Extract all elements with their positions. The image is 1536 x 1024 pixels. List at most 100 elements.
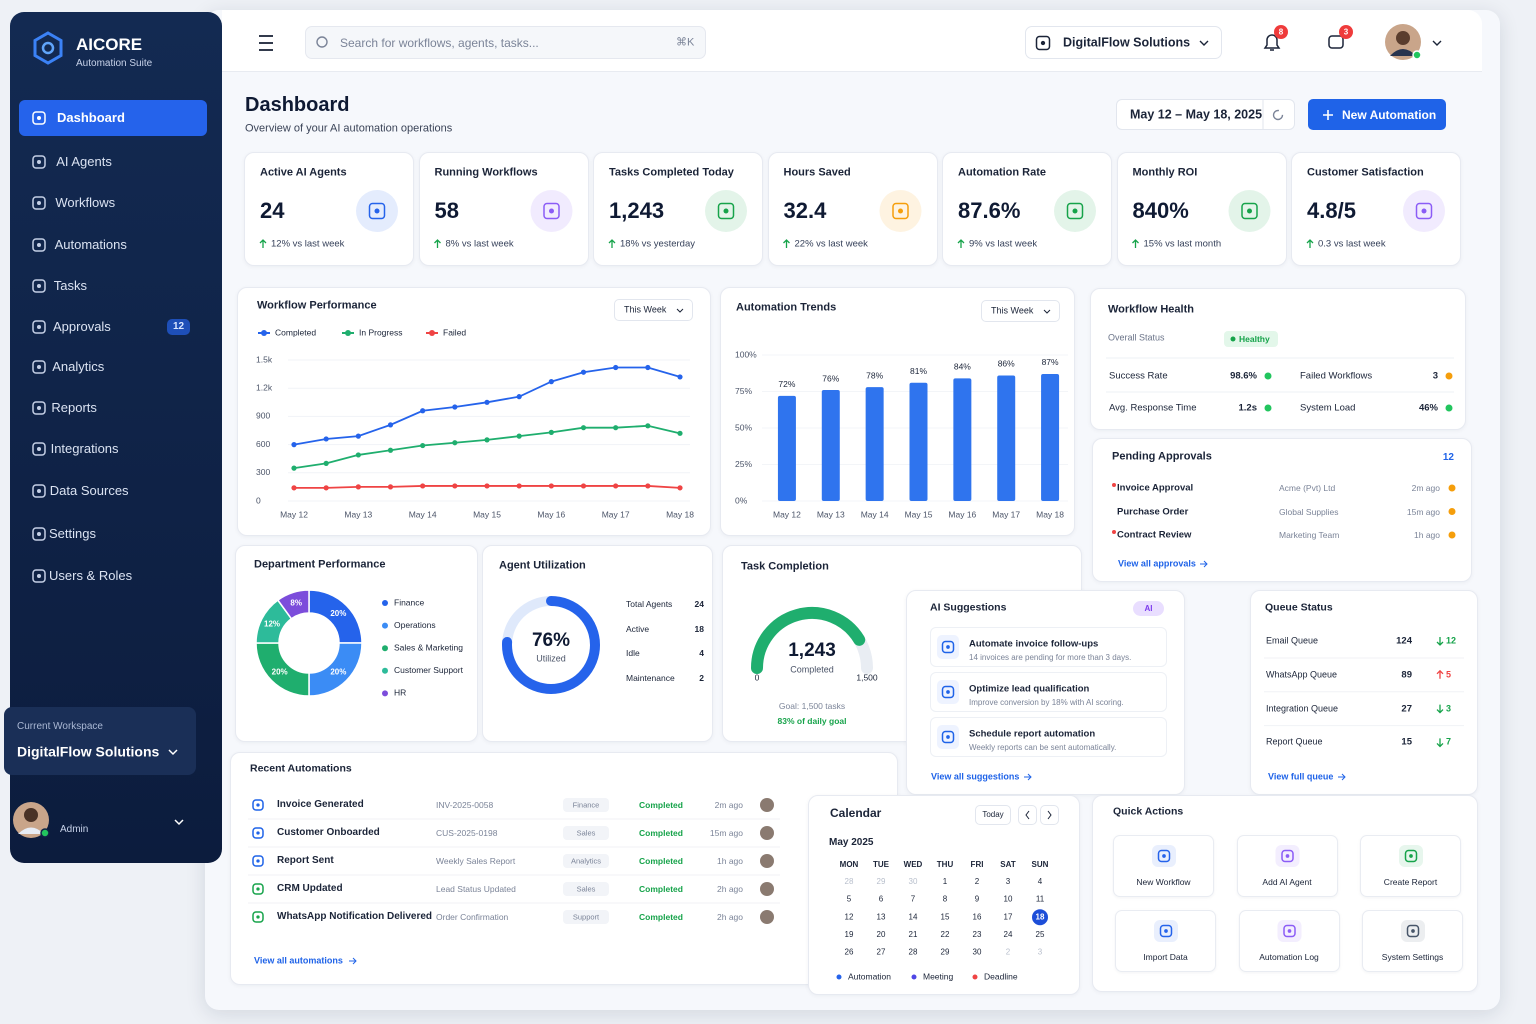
suggestion-item[interactable]	[930, 717, 1167, 757]
approval-name[interactable]: Invoice Approval	[1117, 482, 1194, 494]
metric-value: 3	[1432, 370, 1438, 382]
card-title: Automation Trends	[736, 301, 837, 314]
suggestion-item[interactable]	[930, 672, 1167, 712]
kpi-card	[418, 152, 589, 266]
kpi-value: 4.8/5	[1307, 197, 1356, 223]
chart-card	[237, 287, 711, 536]
quick-action[interactable]	[1115, 910, 1216, 972]
action-label: New Workflow	[1136, 876, 1191, 887]
nav-item[interactable]: Automations	[54, 237, 127, 253]
metric-label: Avg. Response Time	[1109, 402, 1197, 414]
period-select[interactable]	[614, 299, 693, 321]
quick-action[interactable]	[1113, 835, 1214, 897]
queue-name: Report Queue	[1266, 736, 1323, 747]
action-label: System Settings	[1381, 951, 1444, 962]
kpi-label: Running Workflows	[434, 166, 538, 179]
goal-note: 83% of daily goal	[777, 715, 847, 726]
nav-active[interactable]	[19, 100, 207, 136]
approval-count: 12	[1442, 452, 1454, 463]
search-box[interactable]	[305, 26, 706, 59]
chart-card	[235, 545, 478, 742]
tagline: Automation Suite	[76, 58, 153, 69]
today-button[interactable]	[975, 805, 1011, 825]
dept-pill	[563, 854, 609, 868]
automation-name[interactable]: Customer Onboarded	[277, 827, 380, 838]
automation-name[interactable]: Invoice Generated	[277, 799, 364, 810]
stat-label: Idle	[626, 648, 640, 659]
card-title: Recent Automations	[250, 762, 352, 775]
period-select[interactable]	[981, 300, 1060, 322]
approval-time: 1h ago	[1414, 529, 1440, 540]
nav-item[interactable]: Analytics	[52, 359, 105, 375]
dept-pill	[563, 882, 609, 896]
quick-action[interactable]	[1236, 835, 1338, 897]
kpi-label: Automation Rate	[958, 166, 1046, 179]
search-placeholder: Search for workflows, agents, tasks...	[340, 35, 539, 50]
stat-label: Maintenance	[626, 672, 675, 683]
automation-dept: Support	[572, 912, 600, 922]
nav-item[interactable]: Workflows	[55, 195, 116, 211]
button-label: New Automation	[1342, 107, 1437, 122]
approval-name[interactable]: Purchase Order	[1117, 505, 1189, 517]
stat-label: Total Agents	[626, 598, 673, 609]
date-range[interactable]	[1116, 99, 1295, 130]
ai-badge-text: AI	[1144, 603, 1153, 613]
queue-value: 15	[1401, 736, 1412, 748]
quick-action[interactable]	[1362, 910, 1463, 972]
metric-label: Failed Workflows	[1300, 370, 1373, 382]
card-title: AI Suggestions	[930, 601, 1007, 614]
automation-dept: Finance	[572, 800, 600, 810]
nav-item[interactable]: Approvals	[53, 319, 111, 335]
approval-name[interactable]: Contract Review	[1117, 529, 1192, 541]
stat-value: 2	[699, 672, 704, 683]
automation-ref: INV-2025-0058	[436, 799, 494, 810]
nav-button[interactable]	[1018, 805, 1037, 825]
link[interactable]: View all automations	[254, 955, 343, 966]
kpi-label: Monthly ROI	[1132, 166, 1198, 179]
quick-action[interactable]	[1238, 910, 1340, 972]
organization-select[interactable]	[1025, 26, 1222, 59]
kpi-card	[942, 152, 1112, 266]
kpi-card	[244, 152, 414, 266]
automation-name[interactable]: CRM Updated	[277, 883, 343, 894]
automation-ref: Weekly Sales Report	[436, 855, 516, 866]
card-title: Workflow Performance	[257, 299, 377, 312]
link[interactable]: View all suggestions	[931, 771, 1020, 782]
nav-item[interactable]: Users & Roles	[49, 568, 133, 584]
metric-value: 1.2s	[1238, 402, 1258, 414]
dept-pill	[563, 910, 609, 924]
automation-name[interactable]: Report Sent	[277, 855, 334, 866]
queue-change: 5	[1446, 669, 1452, 680]
stat-value: 18	[694, 623, 704, 634]
nav-item[interactable]: Tasks	[53, 278, 88, 294]
queue-change: 12	[1446, 635, 1457, 646]
queue-name: WhatsApp Queue	[1266, 669, 1338, 680]
automation-name[interactable]: WhatsApp Notification Delivered	[277, 911, 433, 922]
workspace-box[interactable]	[4, 707, 196, 775]
nav-item[interactable]: Settings	[49, 526, 96, 542]
card-title: Quick Actions	[1113, 805, 1184, 818]
nav-item[interactable]: Integrations	[50, 441, 119, 457]
period: This Week	[991, 305, 1034, 316]
workspace-label: Current Workspace	[17, 721, 103, 732]
nav-item[interactable]: Data Sources	[49, 483, 129, 499]
weekday: TUE	[873, 860, 889, 870]
action-label: Import Data	[1143, 951, 1188, 962]
approval-time: 15m ago	[1406, 506, 1440, 517]
nav-item[interactable]: Reports	[51, 400, 97, 416]
kpi-change: 0.3 vs last week	[1318, 238, 1386, 250]
automation-time: 2m ago	[714, 799, 743, 810]
nav-button[interactable]	[1040, 805, 1059, 825]
stat-label: Active	[626, 623, 650, 634]
organization: DigitalFlow Solutions	[1063, 35, 1191, 50]
queue-change: 3	[1446, 703, 1452, 714]
nav-item[interactable]: Dashboard	[57, 110, 125, 126]
approval-org: Acme (Pvt) Ltd	[1279, 482, 1336, 493]
nav-item[interactable]: AI Agents	[56, 154, 112, 170]
quick-action[interactable]	[1360, 835, 1461, 897]
approvals-card	[1092, 438, 1472, 582]
suggestion-item[interactable]	[930, 627, 1167, 667]
queue-change: 7	[1446, 736, 1452, 747]
link[interactable]: View all approvals	[1118, 558, 1196, 569]
link[interactable]: View full queue	[1268, 771, 1334, 782]
